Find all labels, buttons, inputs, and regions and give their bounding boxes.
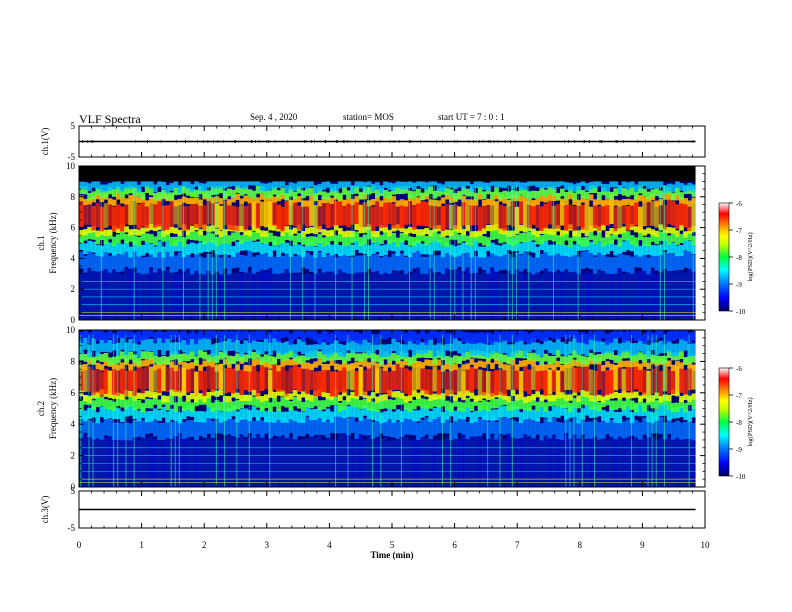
x-tick-label: 3 xyxy=(265,540,270,550)
y-tick-label: 10 xyxy=(66,161,76,171)
x-tick-label: 5 xyxy=(390,540,395,550)
spectrogram-ch2 xyxy=(79,330,705,487)
colorbar-tick-label: -9 xyxy=(736,281,742,289)
x-tick-label: 0 xyxy=(77,540,82,550)
start-time-label: start UT = 7 : 0 : 1 xyxy=(438,112,505,122)
trace-ch1v xyxy=(79,140,696,143)
y-tick-label: 6 xyxy=(71,388,76,398)
date-label: Sep. 4 , 2020 xyxy=(250,112,298,122)
colorbar-tick-label: -10 xyxy=(736,473,746,481)
y-tick-label: 6 xyxy=(71,223,76,233)
y-tick-label: -5 xyxy=(68,152,76,162)
x-axis-label: Time (min) xyxy=(370,550,413,560)
axes-ch1: 10 8 6 4 2 0 ch.1 Frequency (kHz) xyxy=(36,161,706,325)
x-tick-label: 8 xyxy=(578,540,583,550)
y-axis-label: ch.1(V) xyxy=(40,128,50,156)
colorbar-tick-label: -6 xyxy=(736,365,742,373)
channel-label: ch.1 xyxy=(36,235,46,250)
y-tick-label: -5 xyxy=(68,523,76,533)
colorbar-label: log(PSD)(V^2/Hz) xyxy=(747,397,754,446)
colorbar-tick-label: -7 xyxy=(736,392,742,400)
y-tick-label: 0 xyxy=(71,315,76,325)
chart-title: VLF Spectra xyxy=(79,112,141,126)
spectrogram-ch1 xyxy=(79,166,705,320)
colorbar-gradient xyxy=(718,202,730,312)
y-tick-label: 8 xyxy=(71,192,76,202)
y-axis-label: Frequency (kHz) xyxy=(48,212,58,273)
y-axis-label: Frequency (kHz) xyxy=(48,378,58,439)
y-tick-label: 2 xyxy=(71,284,76,294)
y-tick-label: 10 xyxy=(66,325,76,335)
y-tick-label: 0 xyxy=(71,482,76,492)
x-tick-label: 6 xyxy=(452,540,457,550)
x-tick-label: 7 xyxy=(515,540,520,550)
y-tick-label: 5 xyxy=(71,486,76,496)
channel-label: ch.2 xyxy=(36,401,46,416)
y-axis-label: ch.3(V) xyxy=(40,496,50,524)
colorbar-tick-label: -10 xyxy=(736,308,746,316)
axes-ch2: 10 8 6 4 2 0 ch.2 Frequency (kHz) xyxy=(36,325,706,492)
x-tick-label: 10 xyxy=(701,540,711,550)
colorbar-tick-label: -7 xyxy=(736,227,742,235)
x-tick-label: 2 xyxy=(202,540,207,550)
colorbar-label: log(PSD)(V^2/Hz) xyxy=(747,232,754,281)
colorbar-tick-label: -9 xyxy=(736,446,742,454)
station-label: station= MOS xyxy=(343,112,394,122)
y-tick-label: 4 xyxy=(71,419,76,429)
y-tick-label: 2 xyxy=(71,451,76,461)
axes-ch1v: 5 -5 ch.1(V) xyxy=(40,121,706,162)
y-tick-label: 4 xyxy=(71,253,76,263)
colorbar-gradient xyxy=(718,367,730,477)
y-tick-label: 8 xyxy=(71,356,76,366)
colorbar-1: -6 -7 -8 -9 -10 log(PSD)(V^2/Hz) xyxy=(718,200,754,316)
y-tick-label: 5 xyxy=(71,121,76,131)
axes-ch3v: 5 -5 ch.3(V) xyxy=(40,486,706,533)
x-tick-label: 4 xyxy=(327,540,332,550)
colorbar-tick-label: -6 xyxy=(736,200,742,208)
x-tick-label: 9 xyxy=(640,540,645,550)
colorbar-tick-label: -8 xyxy=(736,254,742,262)
colorbar-2: -6 -7 -8 -9 -10 log(PSD)(V^2/Hz) xyxy=(718,365,754,481)
no-data-region xyxy=(79,166,696,182)
x-tick-label: 1 xyxy=(139,540,144,550)
colorbar-tick-label: -8 xyxy=(736,419,742,427)
